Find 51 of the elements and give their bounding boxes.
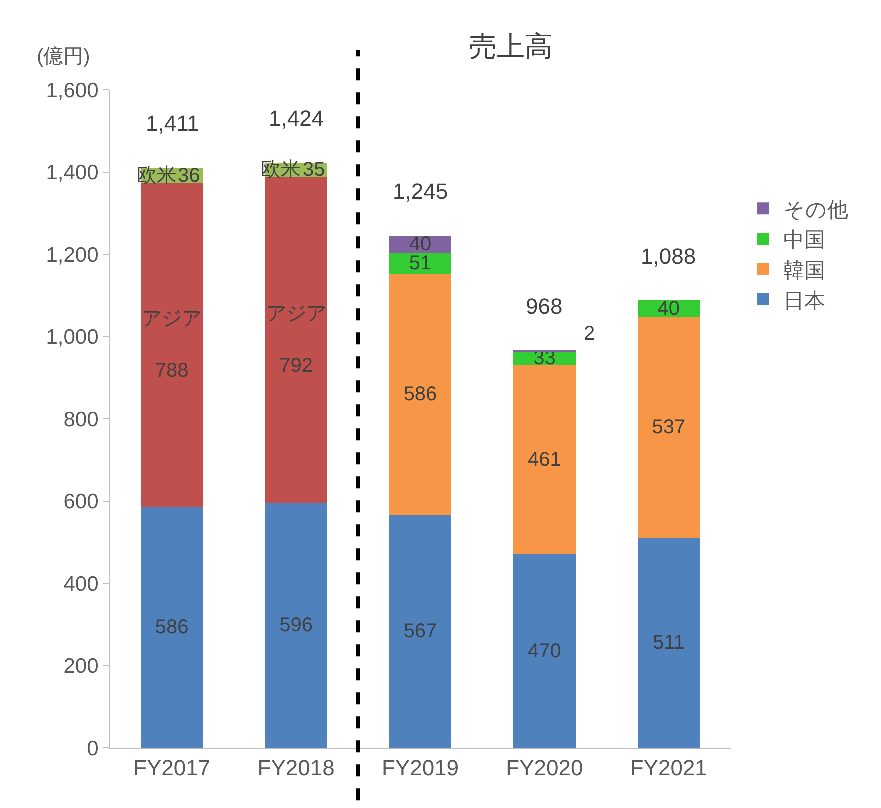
x-tick-label: FY2019	[382, 755, 460, 780]
bar	[638, 538, 700, 748]
data-label: 537	[652, 416, 686, 438]
data-label: 40	[658, 298, 680, 320]
data-label: 586	[404, 383, 438, 406]
legend-label: その他	[783, 198, 848, 222]
data-label: 2	[584, 323, 596, 345]
y-tick-label: 800	[64, 408, 99, 432]
data-label: 36	[178, 165, 200, 187]
total-label: 1,424	[269, 106, 324, 131]
total-label: 1,411	[146, 111, 200, 136]
bar	[514, 365, 576, 555]
bar	[389, 274, 452, 515]
text: アジア	[266, 303, 326, 326]
y-axis-title: (億円)	[37, 46, 90, 68]
bar	[265, 177, 328, 503]
data-label: 788	[155, 360, 189, 382]
bar	[514, 554, 576, 748]
data-label: 461	[528, 448, 562, 471]
data-label: 567	[404, 620, 438, 642]
x-tick-label: FY2021	[630, 755, 708, 780]
legend-label: 韓国	[783, 259, 826, 282]
x-tick-label: FY2020	[506, 755, 584, 780]
legend-label: 日本	[783, 290, 826, 313]
series-label: アジア	[142, 308, 202, 330]
bar	[638, 317, 700, 538]
y-tick-label: 1,000	[46, 326, 99, 350]
y-tick-label: 400	[64, 572, 99, 596]
data-label: 586	[155, 616, 189, 639]
y-tick-label: 1,200	[46, 244, 99, 267]
legend-label: 中国	[783, 229, 826, 252]
data-label: 596	[280, 614, 313, 636]
total-label: 1,088	[641, 244, 696, 269]
total-label: 1,245	[393, 179, 448, 204]
data-label: 792	[280, 355, 313, 378]
data-label: 35	[303, 159, 326, 181]
bar	[389, 252, 452, 274]
data-label: 511	[652, 632, 685, 654]
y-tick-label: 200	[64, 655, 99, 678]
bar	[389, 514, 452, 748]
y-tick-label: 1,400	[46, 162, 99, 185]
data-label: 470	[528, 640, 562, 662]
x-tick-label: FY2018	[258, 755, 335, 780]
chart-title: 売上高	[468, 30, 553, 62]
bar	[265, 502, 328, 748]
bar	[141, 507, 204, 748]
total-label: 968	[526, 294, 563, 319]
x-tick-label: FY2017	[134, 755, 211, 780]
y-tick-label: 1,600	[46, 79, 99, 102]
y-tick-label: 0	[87, 737, 99, 760]
y-tick-label: 600	[64, 490, 99, 514]
